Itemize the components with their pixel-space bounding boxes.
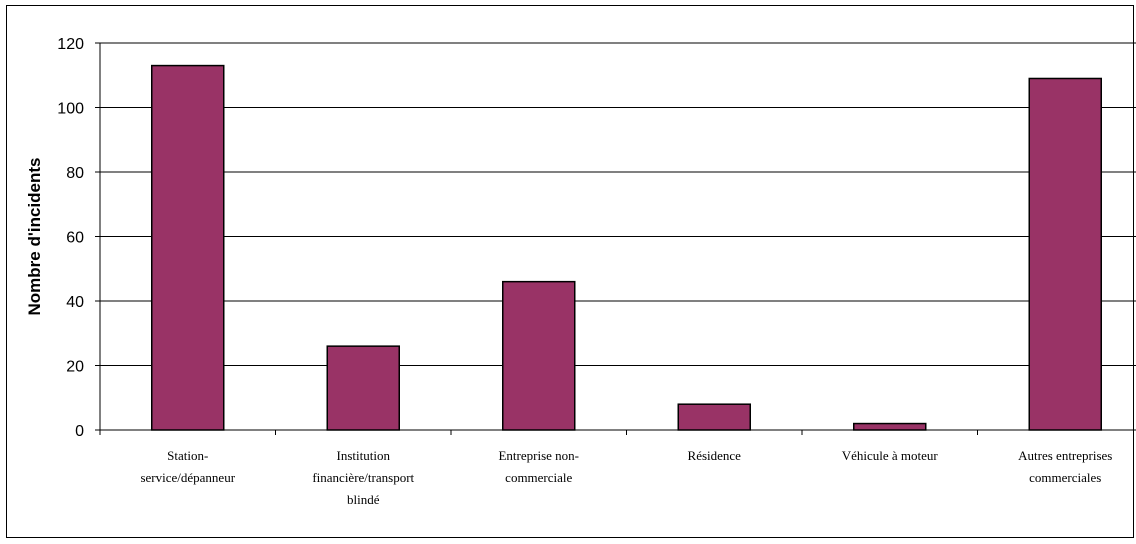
- y-tick-label: 20: [66, 359, 84, 376]
- grid-lines: [100, 42, 1136, 366]
- y-axis-title: Nombre d'incidents: [25, 157, 44, 315]
- y-tick-label: 0: [75, 423, 84, 440]
- y-tick-label: 40: [66, 294, 84, 311]
- y-tick-label: 80: [66, 165, 84, 182]
- y-tick-label: 60: [66, 230, 84, 247]
- bar: [502, 280, 576, 431]
- x-tick-label: Autres entreprises commerciales: [1018, 448, 1112, 485]
- bar: [677, 403, 751, 431]
- x-tick-label: Résidence: [688, 448, 742, 463]
- bar: [151, 64, 225, 431]
- bar: [1028, 77, 1102, 431]
- bar: [853, 422, 927, 431]
- bar: [326, 345, 400, 431]
- x-tick-label: Station-service/dépanneur: [140, 448, 235, 485]
- y-tick-label: 120: [57, 36, 84, 53]
- x-tick-label: Véhicule à moteur: [842, 448, 939, 463]
- y-tick-label: 100: [57, 101, 84, 118]
- y-tick-labels: 0 20 40 60 80 100 120: [57, 36, 84, 440]
- axes: [95, 42, 1136, 435]
- x-tick-labels: Station-service/dépanneur Institution fina…: [140, 448, 1112, 507]
- x-tick-label: Entreprise non-commerciale: [498, 448, 579, 485]
- bars: [151, 64, 1102, 431]
- x-tick-label: Institution financière/transport blindé: [312, 448, 414, 507]
